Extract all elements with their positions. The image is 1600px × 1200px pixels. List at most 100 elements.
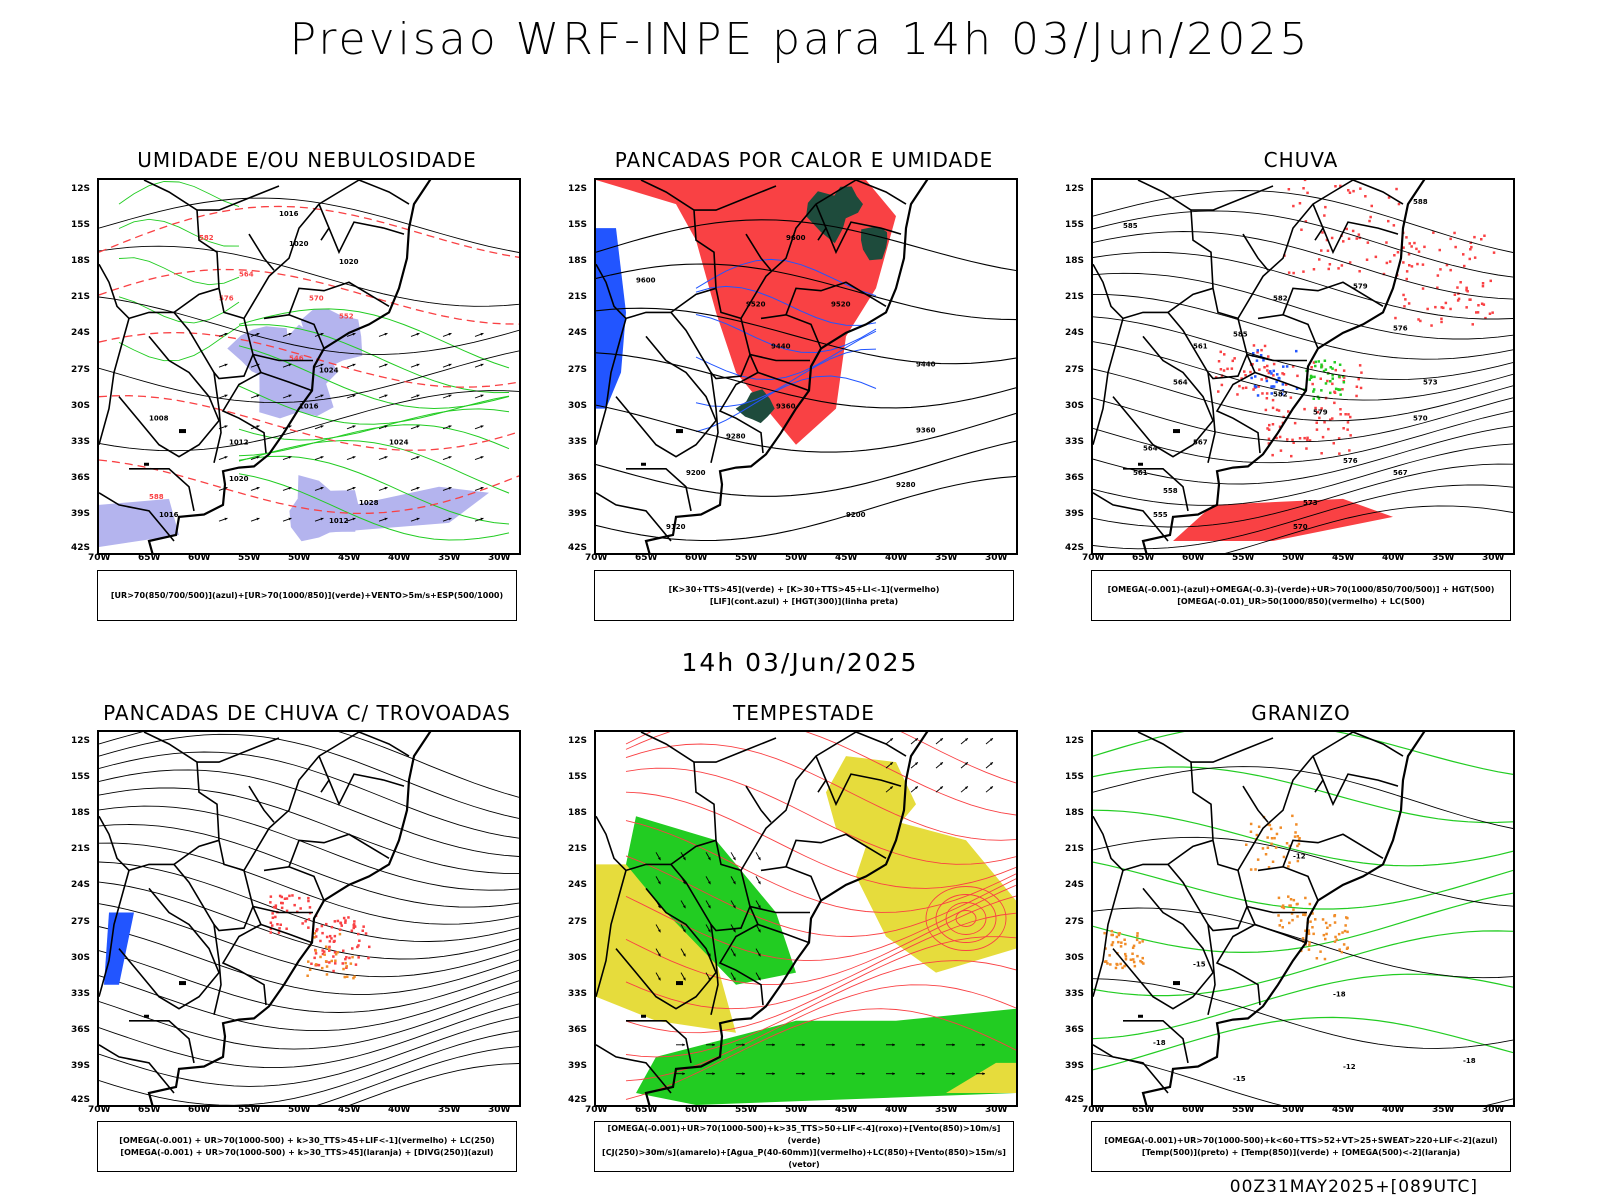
contour-label: -18: [1153, 1039, 1166, 1047]
latitude-label: 27S: [71, 364, 91, 375]
panel-legend: [UR>70(850/700/500)](azul)+[UR>70(1000/8…: [97, 570, 517, 621]
contour-label: 564: [1173, 379, 1188, 387]
longitude-label: 70W: [585, 553, 608, 563]
longitude-label: 50W: [288, 553, 311, 563]
contour-label: -18: [1463, 1057, 1476, 1065]
latitude-label: 24S: [71, 328, 91, 339]
longitude-label: 60W: [685, 1105, 708, 1115]
contour-label: 570: [309, 294, 324, 302]
legend-line: [Temp(500)](preto) + [Temp(850)](verde) …: [1141, 1147, 1461, 1157]
contour-label: 1012: [229, 439, 249, 447]
longitude-label: 35W: [1432, 553, 1455, 563]
contour-label: 9120: [666, 523, 686, 531]
longitude-label: 35W: [935, 1105, 958, 1115]
contour-label: -18: [1333, 991, 1346, 999]
latitude-label: 18S: [71, 808, 91, 819]
latitude-label: 30S: [568, 952, 588, 963]
longitude-label: 65W: [138, 553, 161, 563]
map-panel: -12 -15 -18 -18 -15 -12 -18: [1091, 730, 1515, 1107]
latitude-label: 30S: [1065, 952, 1085, 963]
longitude-label: 30W: [1482, 1105, 1505, 1115]
longitude-label: 70W: [88, 1105, 111, 1115]
contour-label: 576: [1393, 324, 1408, 332]
longitude-label: 30W: [985, 553, 1008, 563]
longitude-label: 45W: [338, 553, 361, 563]
longitude-label: 45W: [835, 1105, 858, 1115]
contour-label: -12: [1293, 852, 1306, 860]
longitude-label: 65W: [1132, 553, 1155, 563]
latitude-label: 21S: [1065, 844, 1085, 855]
latitude-label: 21S: [568, 292, 588, 303]
contour-label: 1024: [319, 367, 339, 375]
latitude-label: 24S: [568, 328, 588, 339]
contour-label: 9520: [746, 300, 766, 308]
contour-label: 9200: [846, 511, 866, 519]
longitude-label: 50W: [1282, 1105, 1305, 1115]
contour-label: 582: [1273, 294, 1288, 302]
latitude-label: 36S: [1065, 472, 1085, 483]
latitude-label: 33S: [568, 436, 588, 447]
latitude-label: 27S: [1065, 916, 1085, 927]
contour-label: -12: [1343, 1063, 1356, 1071]
contour-label: 9520: [831, 300, 851, 308]
longitude-label: 65W: [635, 1105, 658, 1115]
latitude-label: 39S: [1065, 1060, 1085, 1071]
longitude-label: 45W: [1332, 1105, 1355, 1115]
contour-label: -15: [1233, 1075, 1246, 1083]
map-panel: [594, 730, 1018, 1107]
panel-title: UMIDADE E/OU NEBULOSIDADE: [137, 148, 477, 172]
panel-title: CHUVA: [1263, 148, 1339, 172]
contour-label: 567: [1193, 439, 1208, 447]
latitude-label: 21S: [568, 844, 588, 855]
contour-label: 1024: [389, 439, 409, 447]
model-run-footer: 00Z31MAY2025+[089UTC]: [1229, 1177, 1478, 1197]
contour-label: 1012: [329, 517, 349, 525]
contour-label: 1020: [229, 475, 249, 483]
latitude-label: 18S: [568, 256, 588, 267]
longitude-label: 70W: [585, 1105, 608, 1115]
latitude-label: 12S: [71, 184, 91, 195]
contour-label: 558: [1163, 487, 1178, 495]
legend-line: [OMEGA(-0.01)_UR>50(1000/850)(vermelho) …: [1177, 596, 1425, 606]
contour-label: 570: [1413, 415, 1428, 423]
legend-line: [OMEGA(-0.001)+UR>70(1000-500)+k<60+TTS>…: [1104, 1135, 1498, 1145]
contour-label: 555: [1153, 511, 1168, 519]
latitude-label: 30S: [1065, 400, 1085, 411]
contour-label: -15: [1193, 961, 1206, 969]
panel-title: TEMPESTADE: [733, 701, 875, 725]
contour-label: 564: [1143, 445, 1158, 453]
longitude-label: 35W: [935, 553, 958, 563]
latitude-label: 21S: [1065, 292, 1085, 303]
latitude-label: 12S: [1065, 184, 1085, 195]
longitude-label: 35W: [438, 1105, 461, 1115]
contour-label: 9280: [726, 433, 746, 441]
map-panel: [97, 730, 521, 1107]
contour-label: 9600: [786, 234, 806, 242]
contour-label: 1008: [149, 415, 169, 423]
latitude-label: 39S: [71, 1060, 91, 1071]
panel-legend: [OMEGA(-0.001)-(azul)+OMEGA(-0.3)-(verde…: [1091, 570, 1511, 621]
contour-label: 585: [1123, 222, 1138, 230]
longitude-label: 50W: [785, 553, 808, 563]
panel-legend: [OMEGA(-0.001)+UR>70(1000-500)+k<60+TTS>…: [1091, 1121, 1511, 1172]
latitude-label: 36S: [71, 1024, 91, 1035]
contour-label: 1016: [159, 511, 179, 519]
latitude-label: 42S: [71, 543, 91, 553]
longitude-label: 60W: [188, 553, 211, 563]
contour-label: 561: [1193, 343, 1208, 351]
latitude-label: 27S: [568, 916, 588, 927]
latitude-label: 24S: [1065, 328, 1085, 339]
forecast-time-label: 14h 03/Jun/2025: [681, 648, 919, 677]
panel-legend: [OMEGA(-0.001)+UR>70(1000-500)+k>35_TTS>…: [594, 1121, 1014, 1172]
legend-line: [OMEGA(-0.001)-(azul)+OMEGA(-0.3)-(verde…: [1107, 584, 1495, 594]
longitude-label: 60W: [685, 553, 708, 563]
longitude-label: 60W: [1182, 1105, 1205, 1115]
latitude-label: 30S: [71, 952, 91, 963]
longitude-label: 40W: [1382, 1105, 1405, 1115]
latitude-label: 27S: [1065, 364, 1085, 375]
contour-label: 573: [1303, 499, 1318, 507]
longitude-label: 40W: [885, 1105, 908, 1115]
latitude-label: 12S: [1065, 736, 1085, 747]
longitude-label: 45W: [835, 553, 858, 563]
contour-label: 567: [1393, 469, 1408, 477]
